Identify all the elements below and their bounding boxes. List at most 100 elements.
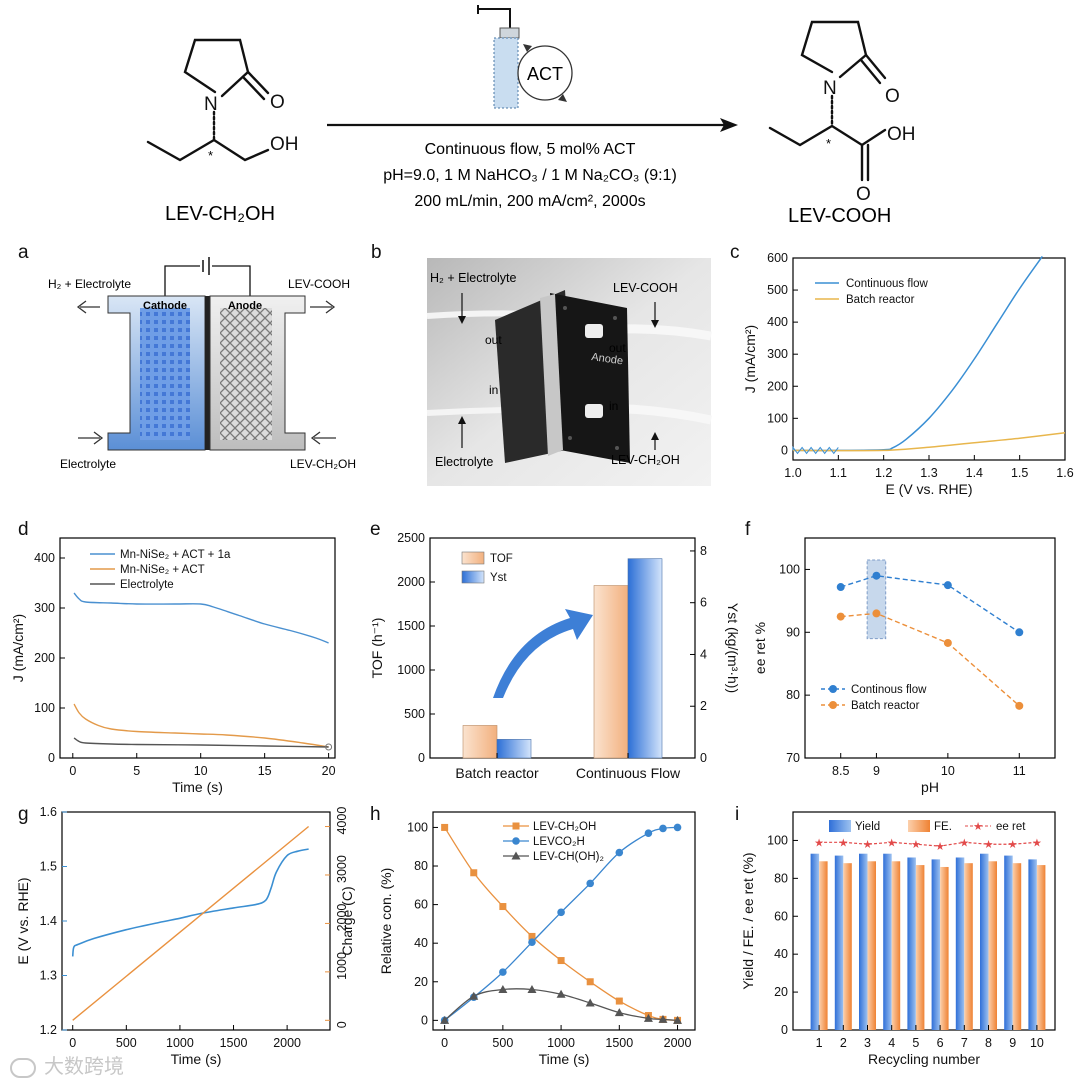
panel-c-legend-label: Continuous flow bbox=[846, 278, 929, 290]
panel-i-xtick-label: 8 bbox=[985, 1036, 992, 1050]
panel-i-ee-marker: ★ bbox=[911, 839, 921, 851]
panel-i-xtick-label: 4 bbox=[888, 1036, 895, 1050]
panel-f-point bbox=[872, 609, 881, 618]
panel-i-ytick-label: 0 bbox=[781, 1023, 788, 1037]
panel-c-xtick-label: 1.1 bbox=[830, 466, 847, 480]
panel-h-point-circle bbox=[512, 837, 520, 845]
panel-i-bar-yield bbox=[859, 853, 868, 1030]
panel-h-point-triangle bbox=[614, 1008, 624, 1017]
cathode-electrode bbox=[140, 308, 190, 440]
panel-h-xlabel: Time (s) bbox=[539, 1051, 590, 1067]
panel-d-ytick-label: 200 bbox=[34, 651, 55, 665]
panel-c-chart: c 1.0 1.1 1.2 1.3 1.4 1.5 1.6 0 100 200 300 400 500 6… bbox=[730, 242, 1074, 497]
catalyst-label: ACT bbox=[527, 64, 563, 84]
panel-i-xtick-label: 10 bbox=[1030, 1036, 1044, 1050]
panel-h-point-square bbox=[615, 997, 623, 1005]
panel-i-ee-marker: ★ bbox=[959, 837, 969, 849]
panel-i-ee-marker: ★ bbox=[935, 841, 945, 853]
panel-f-ytick-label: 70 bbox=[786, 751, 800, 765]
panel-i-bar-fe bbox=[819, 861, 828, 1030]
panel-h-chart: h 0 500 1000 1500 2000 0 20 40 60 80 100 LEV-CH₂OH L… bbox=[370, 804, 696, 1067]
panel-b-letter: b bbox=[371, 242, 382, 263]
product-structure bbox=[768, 20, 887, 182]
panel-d-end-marker bbox=[325, 743, 333, 751]
condition-line-2: pH=9.0, 1 M NaHCO₃ / 1 M Na₂CO₃ (9:1) bbox=[383, 167, 677, 184]
panel-c-ytick-label: 600 bbox=[767, 251, 788, 265]
panel-d-ytick-label: 400 bbox=[34, 551, 55, 565]
panel-d-frame bbox=[59, 537, 336, 759]
panel-f-xtick-label: 8.5 bbox=[832, 764, 849, 778]
panel-f-point bbox=[943, 638, 952, 647]
panel-i-bar-yield bbox=[883, 853, 892, 1030]
panel-i-xtick-label: 1 bbox=[816, 1036, 823, 1050]
panel-f-point bbox=[1015, 701, 1024, 710]
panel-g-ytick-label: 1.5 bbox=[40, 860, 57, 874]
panel-c-letter: c bbox=[730, 242, 740, 263]
panel-f-series-line-0 bbox=[840, 574, 1020, 633]
panel-h-legend-label: LEV-CH₂OH bbox=[533, 821, 596, 833]
photo-lev-cooh-label: LEV-COOH bbox=[613, 281, 678, 295]
panel-i-ytick-label: 40 bbox=[774, 947, 788, 961]
anode-electrode bbox=[220, 308, 272, 440]
panel-e-ytick-label: 1000 bbox=[397, 663, 425, 677]
panel-i-bar-fe bbox=[1012, 863, 1022, 1030]
panel-f-frame bbox=[804, 537, 1056, 759]
panel-i-xtick-label: 7 bbox=[961, 1036, 968, 1050]
panel-e-ytick-label: 2000 bbox=[397, 575, 425, 589]
panel-g-y2tick-label: 1000 bbox=[335, 952, 349, 980]
panel-f-legend-label: Continous flow bbox=[851, 684, 927, 696]
panel-h-ytick-label: 60 bbox=[414, 898, 428, 912]
panel-e-category-label: Continuous Flow bbox=[576, 765, 681, 781]
photo-anode-label: Anode bbox=[591, 351, 624, 367]
panel-i-legend-swatch-yield bbox=[829, 820, 851, 832]
panel-i-bar-yield bbox=[931, 859, 941, 1030]
photo-in-right-label: in bbox=[609, 399, 618, 413]
panel-h-point-square bbox=[557, 957, 565, 965]
panel-g-series-charge-line bbox=[72, 825, 310, 1021]
panel-d-ytick-label: 300 bbox=[34, 601, 55, 615]
panel-i-ytick-label: 60 bbox=[774, 909, 788, 923]
panel-e-chart: e 0 500 1000 1500 2000 2500 0 2 4 6 8 Batch reactor… bbox=[369, 519, 741, 781]
panel-h-xtick-label: 2000 bbox=[664, 1036, 692, 1050]
panel-g-xtick-label: 1000 bbox=[166, 1036, 194, 1050]
panel-i-bar-fe bbox=[964, 863, 973, 1030]
panel-i-bar-yield bbox=[907, 857, 916, 1030]
panel-d-letter: d bbox=[18, 519, 29, 540]
panel-e-y2tick-label: 4 bbox=[700, 647, 707, 661]
reactant-structure bbox=[146, 38, 270, 162]
panel-c-xtick-label: 1.4 bbox=[966, 466, 983, 480]
panel-f-legend-label: Batch reactor bbox=[851, 700, 920, 712]
panel-g-series-e-line bbox=[71, 848, 309, 957]
panel-i-xtick-label: 9 bbox=[1009, 1036, 1016, 1050]
panel-h-point-triangle bbox=[469, 991, 479, 1000]
panel-c-ytick-label: 100 bbox=[767, 411, 788, 425]
panel-g-ytick-label: 1.6 bbox=[40, 805, 57, 819]
panel-f-point bbox=[836, 612, 845, 621]
panel-c-ytick-label: 0 bbox=[781, 443, 788, 457]
panel-d-series-line-2 bbox=[73, 737, 329, 748]
panel-e-letter: e bbox=[370, 519, 381, 540]
panel-g-xlabel: Time (s) bbox=[171, 1051, 222, 1067]
panel-e-ytick-label: 0 bbox=[418, 751, 425, 765]
panel-g-y2label: Charge (C) bbox=[339, 886, 355, 955]
panel-e-ytick-label: 1500 bbox=[397, 619, 425, 633]
panel-i-legend-label: FE. bbox=[934, 821, 952, 833]
watermark-icon bbox=[10, 1057, 36, 1078]
panel-h-point-square bbox=[441, 823, 449, 831]
panel-f-point bbox=[872, 571, 881, 580]
panel-h-point-triangle bbox=[440, 1015, 450, 1024]
panel-c-xlabel: E (V vs. RHE) bbox=[885, 481, 972, 497]
panel-h-series-line-2 bbox=[444, 988, 678, 1022]
panel-e-bar-tof bbox=[593, 585, 629, 759]
panel-h-point-triangle bbox=[527, 984, 537, 993]
electrode-icon bbox=[477, 5, 520, 109]
panel-g-ytick-label: 1.2 bbox=[40, 1023, 57, 1037]
panel-b-photo: b Anode H₂ + Electrolyte LEV-COOH out ou… bbox=[371, 242, 712, 486]
panel-f-xlabel: pH bbox=[921, 779, 939, 795]
panel-g-y2tick-label: 4000 bbox=[335, 807, 349, 835]
panel-i-legend-marker-ee: ★ bbox=[973, 821, 983, 833]
panel-i-bar-fe bbox=[891, 861, 901, 1030]
panel-h-point-square bbox=[586, 978, 594, 986]
condition-line-1: Continuous flow, 5 mol% ACT bbox=[425, 141, 636, 158]
